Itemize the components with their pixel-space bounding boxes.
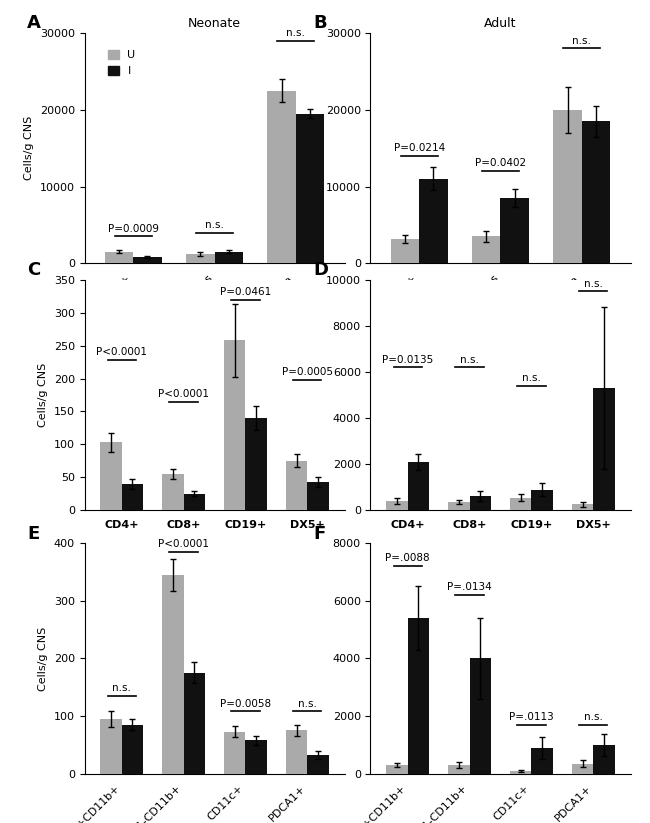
Text: n.s.: n.s. <box>584 712 603 722</box>
Bar <box>183 673 205 774</box>
Bar <box>122 484 143 510</box>
Text: n.s.: n.s. <box>460 355 479 365</box>
Text: n.s.: n.s. <box>112 683 131 693</box>
Bar <box>307 482 329 510</box>
Text: C: C <box>27 262 40 279</box>
Text: P=.0088: P=.0088 <box>385 553 430 564</box>
Bar <box>593 388 615 510</box>
Text: n.s.: n.s. <box>205 220 224 230</box>
Bar <box>469 658 491 774</box>
Bar <box>448 765 469 774</box>
Title: Adult: Adult <box>484 17 517 30</box>
Text: P=0.0461: P=0.0461 <box>220 286 271 297</box>
Bar <box>246 740 267 774</box>
Y-axis label: Cells/g CNS: Cells/g CNS <box>38 363 48 427</box>
Text: n.s.: n.s. <box>286 28 306 38</box>
Bar <box>100 719 122 774</box>
Text: P=0.0058: P=0.0058 <box>220 699 271 709</box>
Bar <box>532 490 553 510</box>
Legend: U, I: U, I <box>103 45 140 81</box>
Text: B: B <box>313 15 327 32</box>
Text: F: F <box>313 525 326 542</box>
Bar <box>224 341 246 510</box>
Bar <box>386 501 408 510</box>
Text: n.s.: n.s. <box>298 699 317 709</box>
Bar <box>267 91 296 263</box>
Bar <box>582 121 610 263</box>
Bar <box>224 732 246 774</box>
Y-axis label: Cells/g CNS: Cells/g CNS <box>38 626 48 690</box>
Text: P<0.0001: P<0.0001 <box>158 388 209 399</box>
Text: n.s.: n.s. <box>572 35 592 45</box>
Text: P=.0134: P=.0134 <box>447 582 492 593</box>
Bar <box>572 764 593 774</box>
Text: P<0.0001: P<0.0001 <box>96 347 147 357</box>
Bar <box>183 494 205 510</box>
Bar <box>162 574 183 774</box>
Text: P=.0113: P=.0113 <box>509 712 554 722</box>
Bar <box>186 254 214 263</box>
Text: E: E <box>27 525 40 542</box>
Text: n.s.: n.s. <box>584 278 603 289</box>
Text: P=0.0135: P=0.0135 <box>382 355 434 365</box>
Bar <box>307 755 329 774</box>
Text: n.s.: n.s. <box>522 373 541 383</box>
Bar <box>469 496 491 510</box>
Text: P<0.0001: P<0.0001 <box>158 539 209 549</box>
Bar <box>105 252 133 263</box>
Text: P=0.0402: P=0.0402 <box>475 158 526 169</box>
Bar <box>162 474 183 510</box>
Bar <box>448 502 469 510</box>
Bar <box>214 252 243 263</box>
Text: P=0.0005: P=0.0005 <box>282 367 333 377</box>
Bar <box>532 747 553 774</box>
Bar <box>553 109 582 263</box>
Y-axis label: Cells/g CNS: Cells/g CNS <box>24 116 34 180</box>
Title: Neonate: Neonate <box>188 17 241 30</box>
Bar <box>408 462 429 510</box>
Bar <box>246 418 267 510</box>
Bar <box>510 498 532 510</box>
Text: A: A <box>27 15 41 32</box>
Bar <box>386 765 408 774</box>
Bar <box>419 179 448 263</box>
Bar <box>593 745 615 774</box>
Bar <box>472 236 500 263</box>
Text: D: D <box>313 262 328 279</box>
Bar <box>286 731 307 774</box>
Bar <box>296 114 324 263</box>
Bar <box>408 618 429 774</box>
Text: P=0.0009: P=0.0009 <box>108 224 159 234</box>
Bar <box>122 725 143 774</box>
Text: P=0.0214: P=0.0214 <box>394 143 445 153</box>
Bar <box>100 443 122 510</box>
Bar <box>391 239 419 263</box>
Bar <box>510 771 532 774</box>
Bar <box>133 258 162 263</box>
Bar <box>500 198 529 263</box>
Bar <box>572 504 593 510</box>
Bar <box>286 461 307 510</box>
